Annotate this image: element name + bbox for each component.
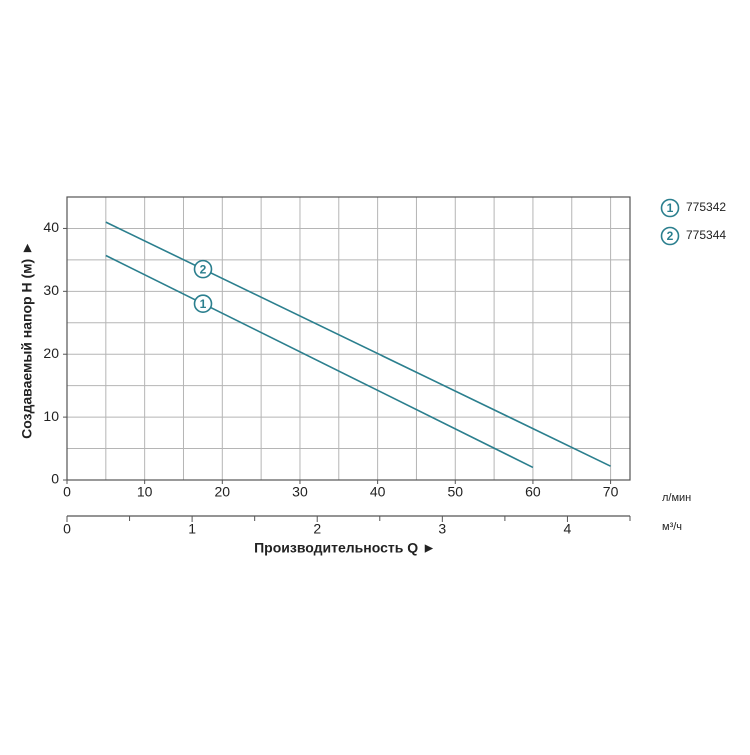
- x-tick-label: 40: [370, 484, 386, 500]
- x2-tick-label: 2: [313, 521, 321, 537]
- x-tick-label: 30: [292, 484, 308, 500]
- y-tick-label: 10: [43, 408, 59, 424]
- y-tick-label: 30: [43, 282, 59, 298]
- y-tick-label: 20: [43, 345, 59, 361]
- y-axis-title: Создаваемый напор Н (м) ►: [19, 241, 35, 439]
- x2-unit: м³/ч: [662, 521, 682, 533]
- legend-marker-circle: [660, 198, 680, 218]
- series-line: [105, 221, 611, 467]
- legend-label: 775344: [686, 228, 726, 242]
- x2-tick-label: 0: [63, 521, 71, 537]
- y-tick-label: 40: [43, 219, 59, 235]
- legend-marker: 1: [667, 201, 674, 215]
- x-tick-label: 20: [215, 484, 231, 500]
- curve-label-circle: [193, 294, 213, 314]
- legend-marker: 2: [667, 229, 674, 243]
- plot-frame: [66, 196, 631, 481]
- x-tick-label: 0: [63, 484, 71, 500]
- x-unit: л/мин: [662, 492, 691, 504]
- y-tick-label: 0: [51, 471, 59, 487]
- x-tick-label: 50: [447, 484, 463, 500]
- x-axis-title: Производительность Q ►: [254, 540, 436, 556]
- x2-tick-label: 4: [564, 521, 572, 537]
- x2-tick-label: 1: [188, 521, 196, 537]
- curve-label: 2: [200, 262, 207, 276]
- legend-label: 775342: [686, 200, 726, 214]
- x2-tick-label: 3: [438, 521, 446, 537]
- curve-label: 1: [200, 297, 207, 311]
- curve-label-circle: [193, 259, 213, 279]
- legend-marker-circle: [660, 226, 680, 246]
- x-tick-label: 10: [137, 484, 153, 500]
- series-line: [105, 254, 534, 469]
- x-tick-label: 60: [525, 484, 541, 500]
- x-tick-label: 70: [603, 484, 619, 500]
